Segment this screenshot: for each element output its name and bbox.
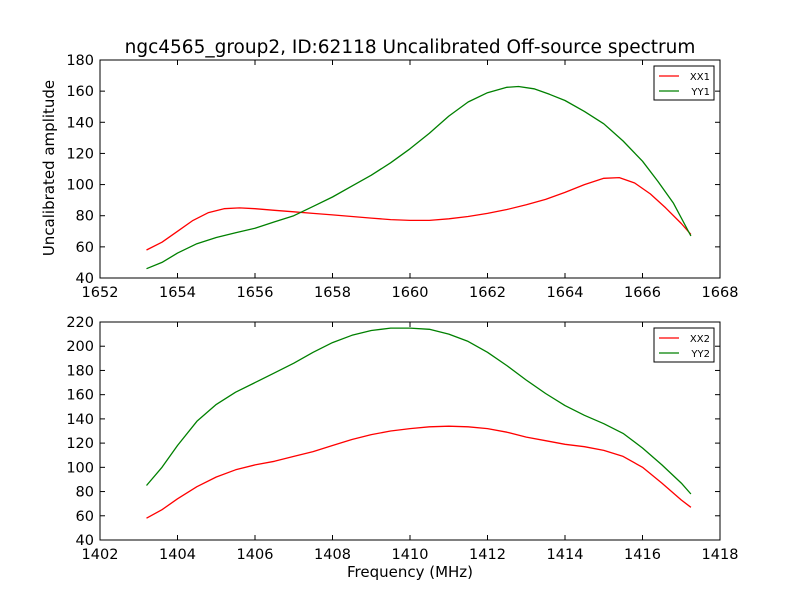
bottom-y-tick-label: 200 [66, 339, 94, 355]
top-spectrum-chart: 1652 1654 1656 1658 1660 1662 1664 1666 1668 40 60… [66, 53, 738, 301]
bottom-x-tick-label: 1404 [159, 547, 196, 563]
bottom-y-tick-label: 80 [76, 485, 94, 501]
bottom-y-tick-label: 40 [76, 533, 94, 549]
bottom-y-tick-label: 140 [66, 412, 94, 428]
top-x-tick-label: 1662 [469, 285, 506, 301]
top-x-tick-label: 1668 [702, 285, 739, 301]
bottom-y-tick-label: 120 [66, 436, 94, 452]
bottom-series-xx2-line [146, 425, 692, 519]
bottom-x-tick-label: 1402 [82, 547, 119, 563]
top-y-tick-label: 80 [76, 209, 94, 225]
top-legend-label-xx1: XX1 [690, 72, 710, 83]
top-y-tick-label: 140 [66, 115, 94, 131]
bottom-y-tick-label: 100 [66, 460, 94, 476]
top-y-tick-label: 100 [66, 178, 94, 194]
bottom-x-tick-label: 1416 [624, 547, 661, 563]
bottom-series-yy2-line [146, 327, 692, 495]
top-series-xx1-line [146, 176, 692, 251]
bottom-y-tick-label: 220 [66, 315, 94, 331]
top-legend-box [653, 65, 715, 101]
bottom-x-tick-label: 1406 [237, 547, 274, 563]
bottom-y-tick-label: 60 [76, 509, 94, 525]
top-y-tick-label: 180 [66, 53, 94, 69]
top-x-tick-label: 1664 [547, 285, 584, 301]
top-legend-label-yy1: YY1 [690, 87, 710, 98]
top-x-tick-label: 1654 [159, 285, 196, 301]
bottom-x-tick-label: 1418 [702, 547, 739, 563]
x-axis-label: Frequency (MHz) [347, 563, 473, 581]
bottom-legend-label-yy2: YY2 [690, 349, 710, 360]
bottom-x-tick-label: 1408 [314, 547, 351, 563]
top-x-tick-label: 1656 [237, 285, 274, 301]
bottom-x-tick-label: 1414 [547, 547, 584, 563]
top-y-tick-label: 120 [66, 146, 94, 162]
bottom-y-tick-label: 180 [66, 363, 94, 379]
top-x-tick-label: 1658 [314, 285, 351, 301]
top-y-tick-label: 40 [76, 271, 94, 287]
top-y-tick-label: 60 [76, 240, 94, 256]
bottom-x-tick-label: 1410 [392, 547, 429, 563]
bottom-y-tick-label: 160 [66, 388, 94, 404]
bottom-legend-label-xx2: XX2 [690, 334, 710, 345]
y-axis-label: Uncalibrated amplitude [40, 80, 58, 256]
bottom-legend-box [653, 327, 715, 363]
bottom-x-tick-label: 1412 [469, 547, 506, 563]
top-series-yy1-line [146, 85, 692, 270]
top-y-tick-label: 160 [66, 84, 94, 100]
top-x-tick-label: 1666 [624, 285, 661, 301]
top-x-tick-label: 1660 [392, 285, 429, 301]
figure-title: ngc4565_group2, ID:62118 Uncalibrated Of… [125, 37, 696, 58]
bottom-spectrum-chart: 1402 1404 1406 1408 1410 1412 1414 1416 1418 40 60… [66, 315, 738, 563]
top-x-tick-label: 1652 [82, 285, 119, 301]
